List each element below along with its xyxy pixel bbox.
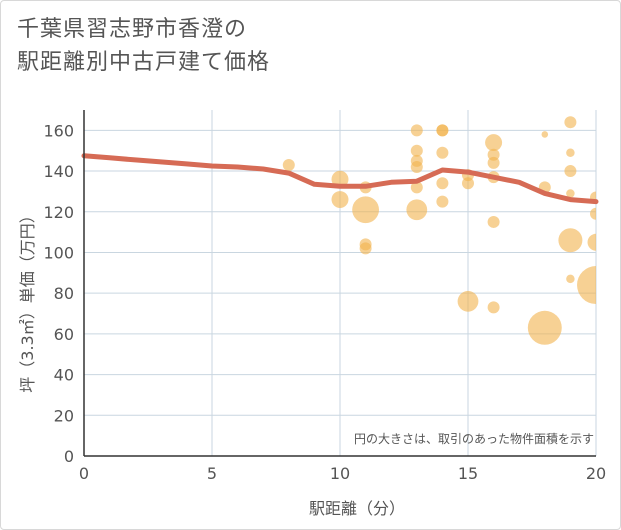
- bubble-point: [331, 170, 349, 188]
- bubble-point: [436, 146, 449, 159]
- bubble-point: [541, 131, 549, 138]
- bubble-point: [558, 228, 583, 253]
- bubble-point: [564, 116, 577, 129]
- y-tick-label: 40: [54, 366, 74, 385]
- bubble-point: [436, 195, 449, 208]
- bubble-point: [436, 124, 449, 137]
- y-tick-label: 160: [43, 121, 74, 140]
- bubble-point: [359, 242, 372, 255]
- title-line-1: 千葉県習志野市香澄の: [17, 17, 248, 42]
- bubble-point: [410, 144, 423, 157]
- y-axis-label: 坪（3.3㎡）単価（万円）: [18, 207, 37, 392]
- y-tick-label: 120: [43, 203, 74, 222]
- bubble-point: [527, 310, 562, 345]
- y-tick-label: 60: [54, 325, 74, 344]
- y-tick-label: 80: [54, 284, 74, 303]
- bubble-point: [282, 158, 295, 171]
- bubble-point: [564, 165, 577, 178]
- y-tick-label: 100: [43, 243, 74, 262]
- bubble-series: [282, 116, 596, 345]
- tick-labels: 0 20 40 60 80 100 120 140 160 0 5 10 15 20: [43, 121, 606, 483]
- bubble-point: [577, 266, 596, 305]
- x-tick-label: 0: [79, 464, 89, 483]
- bubble-point: [566, 189, 575, 198]
- axes: [83, 110, 596, 457]
- chart-title: 千葉県習志野市香澄の 駅距離別中古戸建て価格: [17, 13, 417, 79]
- bubble-point: [406, 199, 428, 221]
- x-tick-label: 20: [586, 464, 606, 483]
- bubble-point: [590, 207, 596, 220]
- bubble-point: [410, 181, 423, 194]
- bubble-point: [566, 274, 575, 284]
- y-tick-label: 20: [54, 406, 74, 425]
- bubble-point: [566, 148, 575, 157]
- x-axis-label: 駅距離（分）: [309, 499, 405, 518]
- bubble-point: [487, 301, 500, 314]
- bubble-point: [410, 160, 423, 173]
- bubble-point: [352, 196, 380, 224]
- bubble-point: [457, 290, 479, 312]
- bubble-point: [587, 233, 596, 251]
- bubble-point: [487, 215, 500, 228]
- x-tick-label: 5: [207, 464, 217, 483]
- y-tick-label: 0: [64, 447, 74, 466]
- trend-line: [81, 153, 599, 205]
- bubble-point: [462, 177, 474, 190]
- bubble-point: [436, 177, 449, 190]
- bubble-point: [487, 156, 500, 169]
- bubble-point: [485, 134, 503, 152]
- x-tick-label: 15: [458, 464, 478, 483]
- bubble-point: [331, 191, 349, 209]
- bubble-point: [410, 124, 423, 137]
- x-tick-label: 10: [330, 464, 350, 483]
- y-tick-label: 140: [43, 162, 74, 181]
- size-annotation: 円の大きさは、取引のあった物件面積を示す: [354, 431, 594, 446]
- title-line-2: 駅距離別中古戸建て価格: [17, 50, 271, 75]
